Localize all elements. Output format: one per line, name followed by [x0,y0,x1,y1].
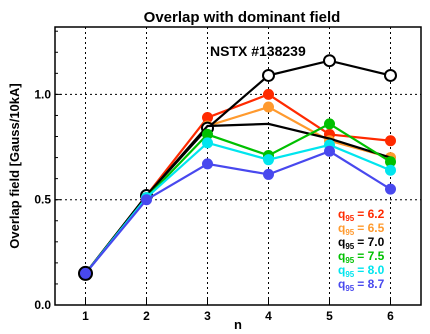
shot-annotation: NSTX #138239 [210,43,306,59]
x-tick-label: 3 [204,309,211,323]
data-point [202,112,213,124]
legend-symbol: q [338,277,345,291]
data-point [385,183,396,195]
y-axis-label: Overlap field [Gauss/10kA] [7,83,22,248]
legend-symbol: q [338,221,345,235]
legend-subscript: 95 [345,242,354,251]
y-tick-label: 0.0 [34,298,51,312]
legend-label: = 7.5 [357,249,384,263]
data-point [385,156,396,168]
data-point [202,158,213,170]
legend-symbol: q [338,249,345,263]
legend-entry: q95 = 7.5 [338,249,385,265]
x-tick-label: 2 [143,309,150,323]
series-group [78,54,397,281]
axis-ticks: 1 2 3 4 5 6 0.0 0.5 1.0 [34,30,394,323]
data-point [323,54,336,68]
legend-subscript: 95 [345,256,354,265]
data-point [141,194,152,206]
data-point [262,68,275,82]
x-axis-label: n [234,317,242,332]
data-point [324,145,335,157]
y-tick-label: 1.0 [34,87,51,101]
data-point-shared-n1 [78,265,93,281]
data-point [263,88,274,100]
data-point [263,154,274,166]
data-point [263,101,274,113]
legend-label: = 8.0 [357,263,384,277]
series-q95-6.5 [80,101,396,279]
chart-title: Overlap with dominant field [144,9,341,26]
series-q95-7.5 [80,118,396,279]
legend-entry: q95 = 6.5 [338,221,385,237]
legend-subscript: 95 [345,228,354,237]
x-tick-label: 1 [82,309,89,323]
legend-label: = 8.7 [357,277,384,291]
legend-symbol: q [338,235,345,249]
series-line [84,141,391,275]
x-tick-label: 6 [387,309,394,323]
legend-subscript: 95 [345,214,354,223]
plot-frame [54,26,422,306]
legend-entry: q95 = 8.0 [338,263,385,279]
legend-subscript: 95 [345,270,354,279]
x-tick-label: 4 [265,309,272,323]
legend-entry: q95 = 7.0 [338,235,385,251]
data-point [263,168,274,180]
series-q95-8.7 [80,145,396,279]
data-point [385,135,396,147]
x-tick-label: 5 [326,309,333,323]
legend-label: = 7.0 [357,235,384,249]
series-line [84,150,392,275]
legend-symbol: q [338,207,345,221]
data-point [202,128,213,140]
y-tick-label: 0.5 [34,193,51,207]
legend-entry: q95 = 8.7 [338,277,385,293]
data-point [384,68,397,82]
series-q95-8.0 [80,137,396,279]
data-point [385,164,396,176]
legend-label: = 6.2 [357,207,384,221]
data-point [324,118,335,130]
series-line [84,122,391,275]
legend-label: = 6.5 [357,221,384,235]
legend-symbol: q [338,263,345,277]
data-point [202,137,213,149]
series-q95-7.0-b [84,122,391,275]
legend-entry: q95 = 6.2 [338,207,385,223]
legend-subscript: 95 [345,284,354,293]
